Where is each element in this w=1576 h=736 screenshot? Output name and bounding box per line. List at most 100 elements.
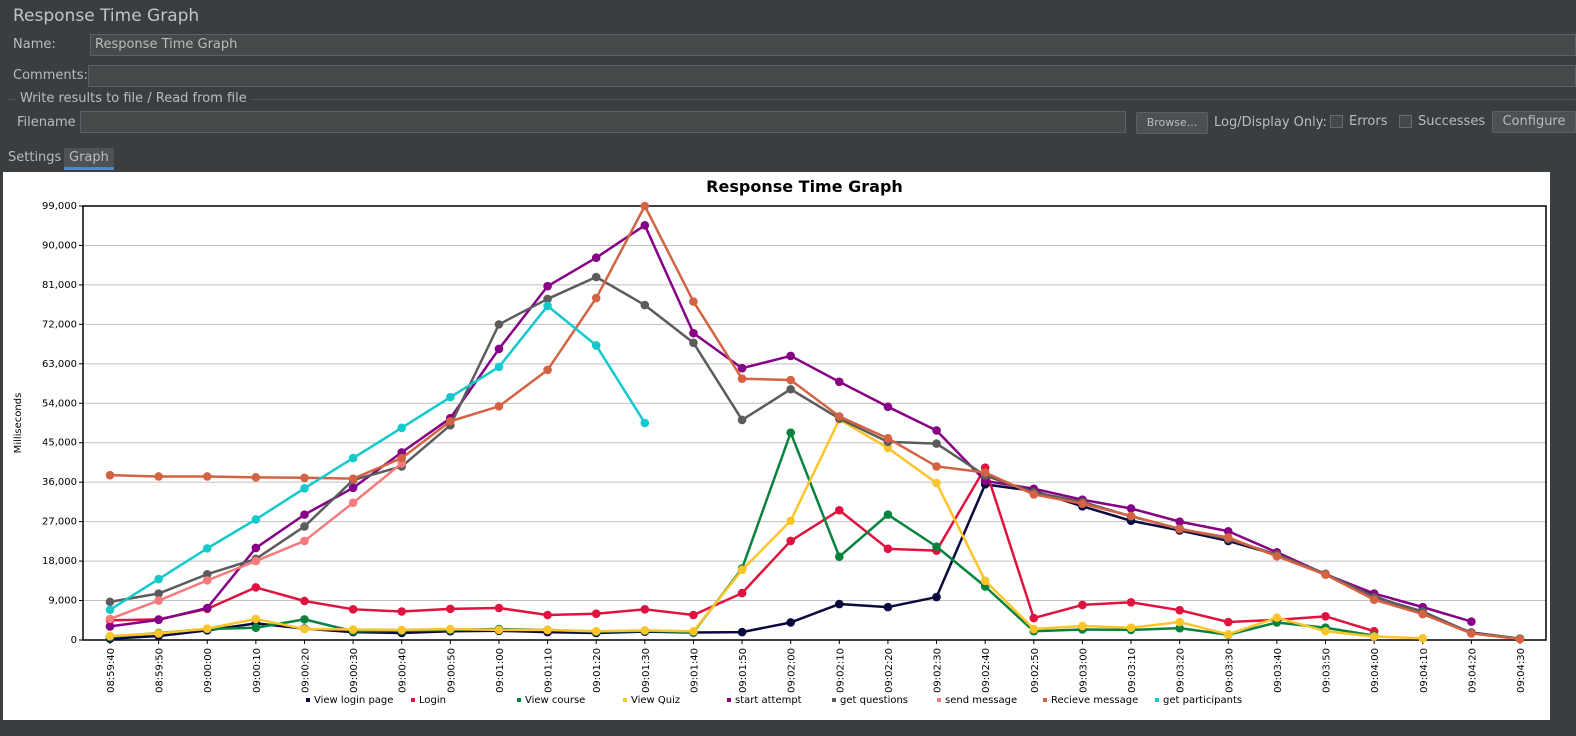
data-point (1272, 613, 1282, 622)
data-point (835, 377, 844, 387)
data-point (446, 392, 455, 402)
data-point (1175, 623, 1184, 633)
x-tick-label: 09:00:20 (300, 648, 311, 693)
y-axis-label: Milliseconds (13, 393, 24, 454)
file-section-label: Write results to file / Read from file (16, 91, 251, 106)
series-line (109, 224, 1472, 628)
x-tick-label: 09:03:40 (1273, 648, 1284, 693)
x-tick-label: 08:59:50 (155, 648, 166, 693)
legend-label: View login page (314, 695, 393, 706)
x-tick-label: 09:03:10 (1127, 648, 1138, 693)
data-point (591, 609, 601, 618)
x-tick-label: 09:01:00 (495, 648, 506, 693)
data-point (786, 536, 795, 546)
plot-frame (82, 205, 1547, 641)
legend-swatch (937, 698, 941, 702)
configure-button[interactable]: Configure (1492, 111, 1576, 133)
data-point (300, 536, 309, 546)
x-tick-label: 09:00:30 (349, 648, 360, 693)
data-point (1175, 617, 1184, 627)
data-point (1515, 634, 1525, 644)
data-point (154, 589, 163, 598)
data-point (251, 556, 261, 566)
data-point (397, 453, 407, 463)
data-point (591, 341, 601, 350)
x-tick-label: 09:03:00 (1078, 648, 1089, 693)
series-line (109, 204, 1521, 641)
window-title: Response Time Graph (13, 6, 200, 26)
x-tick-label: 09:03:30 (1224, 648, 1235, 693)
data-point (202, 603, 212, 613)
name-field[interactable]: Response Time Graph (90, 34, 1576, 56)
browse-button[interactable]: Browse... (1136, 112, 1208, 134)
y-tick-label: 90,000 (42, 240, 77, 251)
data-point (251, 543, 261, 553)
tab-settings[interactable]: Settings (8, 150, 62, 165)
data-point (1175, 605, 1184, 615)
data-point (786, 351, 795, 361)
y-tick-label: 45,000 (42, 438, 77, 449)
legend-label: get questions (840, 695, 908, 706)
data-point (1078, 621, 1087, 631)
data-point (494, 362, 504, 372)
response-time-chart: Response Time Graph 0 9,000 18,000 27,000 36,… (3, 172, 1550, 720)
data-point (348, 498, 358, 508)
data-point (543, 365, 552, 375)
x-tick-label: 09:04:20 (1467, 648, 1478, 693)
data-point (1126, 597, 1136, 607)
data-point (1126, 511, 1136, 521)
data-point (737, 627, 747, 637)
data-point (105, 622, 115, 631)
data-point (1029, 624, 1039, 634)
data-point (494, 320, 504, 329)
x-tick-label: 09:02:20 (884, 648, 895, 693)
legend-swatch (1043, 698, 1047, 702)
y-tick-label: 9,000 (48, 596, 77, 607)
y-tick-label: 27,000 (42, 517, 77, 528)
data-point (446, 604, 455, 614)
y-tick-label: 72,000 (42, 319, 77, 330)
successes-label: Successes (1418, 114, 1486, 129)
errors-checkbox[interactable] (1330, 115, 1343, 128)
data-point (640, 201, 650, 211)
data-point (640, 300, 650, 310)
data-point (1029, 490, 1039, 499)
log-display-label: Log/Display Only: (1214, 115, 1327, 130)
x-tick-label: 09:02:10 (835, 648, 846, 693)
file-section-border (8, 99, 1576, 100)
data-point (348, 483, 358, 493)
data-point (397, 423, 407, 433)
legend-swatch (832, 698, 836, 702)
data-point (251, 614, 261, 624)
tab-graph[interactable]: Graph (64, 148, 114, 170)
successes-checkbox[interactable] (1399, 115, 1412, 128)
data-point (1223, 617, 1233, 627)
legend-label: View course (525, 695, 585, 706)
data-point (300, 522, 309, 531)
data-point (154, 472, 163, 481)
data-point (591, 293, 601, 303)
data-point (105, 597, 115, 607)
x-tick-label: 09:01:50 (738, 648, 749, 693)
data-point (737, 415, 747, 425)
x-tick-label: 08:59:40 (106, 648, 117, 693)
data-point (1321, 612, 1330, 621)
data-point (202, 569, 212, 579)
data-point (786, 375, 795, 385)
y-tick-label: 63,000 (42, 359, 77, 370)
y-tick-label: 36,000 (42, 477, 77, 488)
y-tick-label: 99,000 (42, 201, 77, 212)
data-point (737, 374, 747, 384)
data-point (202, 576, 212, 585)
data-point (494, 603, 504, 613)
data-point (251, 583, 261, 592)
x-tick-label: 09:00:10 (252, 648, 263, 693)
data-point (202, 624, 212, 633)
y-tick-label: 81,000 (42, 280, 77, 291)
comments-field[interactable] (88, 65, 1576, 87)
data-point (737, 565, 747, 575)
data-point (980, 468, 990, 477)
filename-field[interactable] (80, 111, 1126, 133)
data-point (446, 624, 455, 634)
y-tick-label: 54,000 (42, 398, 77, 409)
